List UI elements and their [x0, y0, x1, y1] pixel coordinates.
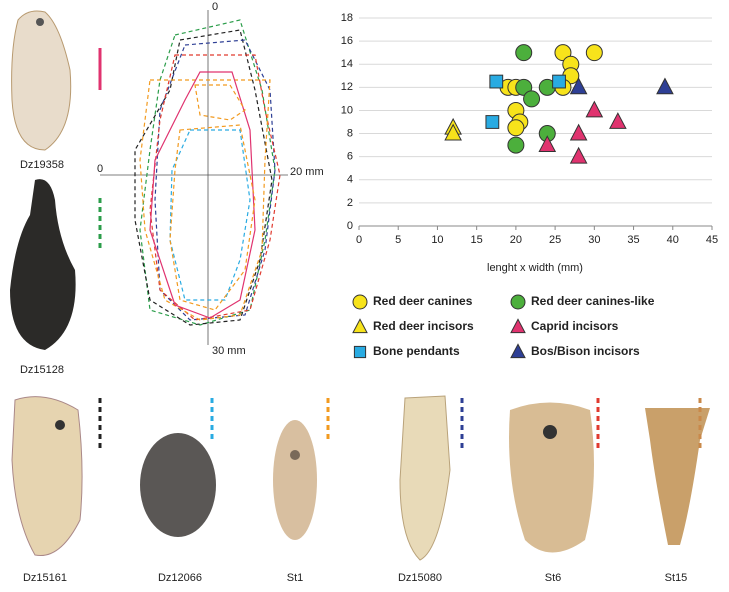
outline-label: 0 — [97, 163, 103, 175]
x-tick-label: 10 — [431, 234, 443, 246]
specimen-label: Dz19358 — [20, 159, 64, 171]
marker — [515, 44, 533, 62]
outline-label: 0 — [212, 1, 218, 13]
specimen-label: Dz12066 — [158, 572, 202, 584]
marker — [485, 115, 500, 129]
marker — [507, 136, 525, 154]
marker — [538, 135, 557, 153]
y-tick-label: 12 — [341, 81, 353, 93]
y-tick-label: 4 — [347, 174, 353, 186]
marker — [353, 345, 367, 359]
legend-label: Bos/Bison incisors — [531, 344, 640, 358]
y-tick-label: 14 — [341, 58, 353, 70]
outline-label: 30 mm — [212, 345, 246, 357]
marker — [510, 343, 526, 359]
marker — [569, 77, 588, 95]
marker — [523, 90, 541, 108]
x-tick-label: 5 — [395, 234, 401, 246]
marker — [444, 123, 462, 141]
outline-label: 20 mm — [290, 166, 324, 178]
photos — [10, 10, 710, 561]
x-tick-label: 0 — [356, 234, 362, 246]
x-tick-label: 20 — [510, 234, 522, 246]
marker — [585, 44, 603, 62]
y-tick-label: 2 — [347, 197, 353, 209]
marker — [510, 318, 526, 334]
marker — [507, 119, 525, 137]
specimen-label: St15 — [665, 572, 688, 584]
x-tick-label: 40 — [667, 234, 679, 246]
legend-label: Red deer incisors — [373, 319, 474, 333]
specimen-label: Dz15161 — [23, 572, 67, 584]
marker — [552, 74, 566, 89]
x-tick-label: 15 — [471, 234, 483, 246]
marker — [489, 74, 504, 89]
marker — [569, 146, 588, 164]
x-tick-label: 30 — [588, 234, 600, 246]
x-tick-label: 35 — [627, 234, 639, 246]
specimen-label: St1 — [287, 572, 304, 584]
legend-label: Bone pendants — [373, 344, 460, 358]
marker — [510, 294, 526, 310]
x-axis-label: lenght x width (mm) — [487, 262, 583, 274]
specimen-label: St6 — [545, 572, 562, 584]
specimen-label: Dz15080 — [398, 572, 442, 584]
marker — [569, 123, 588, 141]
marker — [656, 77, 674, 95]
marker — [585, 100, 604, 118]
y-tick-label: 16 — [341, 35, 353, 47]
x-tick-label: 25 — [549, 234, 561, 246]
marker — [352, 294, 368, 310]
y-tick-label: 6 — [347, 151, 353, 163]
legend-label: Red deer canines-like — [531, 294, 655, 308]
legend-label: Red deer canines — [373, 294, 473, 308]
x-tick-label: 45 — [706, 234, 718, 246]
y-tick-label: 8 — [347, 127, 353, 139]
y-tick-label: 0 — [347, 220, 353, 232]
specimen-label: Dz15128 — [20, 364, 64, 376]
marker — [609, 112, 627, 129]
y-tick-label: 18 — [341, 12, 353, 24]
marker — [352, 318, 368, 334]
legend-label: Caprid incisors — [531, 319, 619, 333]
y-tick-label: 10 — [341, 104, 353, 116]
outline-diagram — [100, 10, 288, 345]
